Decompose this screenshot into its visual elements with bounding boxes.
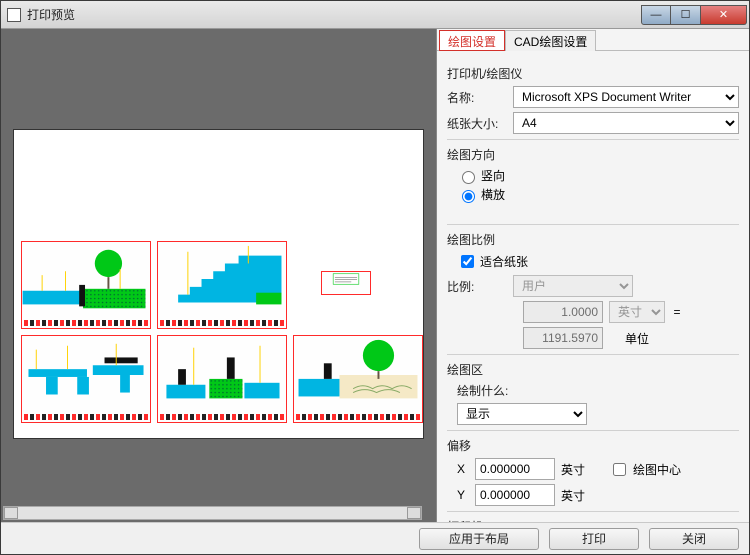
ratio-select[interactable]: 用户	[513, 275, 633, 297]
main-area: 绘图设置 CAD绘图设置 打印机/绘图仪 名称: Microsoft XPS D…	[1, 29, 749, 522]
scroll-left-button[interactable]	[4, 507, 18, 519]
tab-plot-settings[interactable]: 绘图设置	[439, 30, 505, 51]
orientation-landscape-label: 横放	[481, 186, 505, 203]
equals-sign: =	[671, 305, 683, 319]
tab-cad-plot-settings[interactable]: CAD绘图设置	[505, 30, 596, 51]
thumbnail-4	[21, 335, 151, 423]
minimize-button[interactable]: —	[641, 5, 671, 25]
printer-group-title: 打印机/绘图仪	[447, 65, 739, 82]
scroll-right-button[interactable]	[407, 507, 421, 519]
orientation-landscape-radio[interactable]	[462, 190, 475, 203]
close-dialog-button[interactable]: 关闭	[649, 528, 739, 550]
ratio-label: 比例:	[447, 278, 513, 295]
button-bar: 应用于布局 打印 关闭	[1, 522, 749, 554]
scale-value-a-input[interactable]	[523, 301, 603, 323]
paper-size-select[interactable]: A4	[513, 112, 739, 134]
window-controls: — ☐ ✕	[641, 5, 747, 25]
thumbnail-2	[157, 241, 287, 329]
thumbnail-5	[157, 335, 287, 423]
plot-what-select[interactable]: 显示	[457, 403, 587, 425]
plot-center-label: 绘图中心	[633, 461, 681, 478]
thumbnail-3	[321, 271, 371, 295]
paper-size-label: 纸张大小:	[447, 115, 513, 132]
offset-x-input[interactable]	[475, 458, 555, 480]
settings-panel: 打印机/绘图仪 名称: Microsoft XPS Document Write…	[437, 51, 749, 522]
offset-y-label: Y	[457, 488, 475, 502]
app-window: 打印预览 — ☐ ✕	[0, 0, 750, 555]
app-icon	[7, 8, 21, 22]
window-title: 打印预览	[27, 6, 641, 23]
scale-unit-b-label: 单位	[609, 330, 665, 347]
thumbnail-6	[293, 335, 423, 423]
offset-x-unit: 英寸	[561, 461, 591, 478]
close-button[interactable]: ✕	[701, 5, 747, 25]
plot-center-checkbox[interactable]	[613, 463, 626, 476]
print-button[interactable]: 打印	[549, 528, 639, 550]
preview-thumbnails	[21, 241, 423, 423]
plot-area-title: 绘图区	[447, 361, 739, 378]
offset-y-input[interactable]	[475, 484, 555, 506]
printer-name-label: 名称:	[447, 89, 513, 106]
settings-pane: 绘图设置 CAD绘图设置 打印机/绘图仪 名称: Microsoft XPS D…	[437, 29, 749, 522]
printer-name-select[interactable]: Microsoft XPS Document Writer	[513, 86, 739, 108]
fit-to-paper-checkbox[interactable]	[461, 255, 474, 268]
offset-title: 偏移	[447, 437, 739, 454]
maximize-button[interactable]: ☐	[671, 5, 701, 25]
apply-to-layout-button[interactable]: 应用于布局	[419, 528, 539, 550]
scale-title: 绘图比例	[447, 231, 739, 248]
orientation-portrait-radio[interactable]	[462, 171, 475, 184]
plot-what-label: 绘制什么:	[457, 382, 508, 399]
preview-pane	[1, 29, 437, 522]
scale-value-b-input[interactable]	[523, 327, 603, 349]
orientation-portrait-label: 竖向	[481, 167, 505, 184]
offset-x-label: X	[457, 462, 475, 476]
orientation-title: 绘图方向	[447, 146, 739, 163]
horizontal-scrollbar[interactable]	[3, 506, 422, 520]
scale-unit-a-select[interactable]: 英寸	[609, 301, 665, 323]
thumbnail-1	[21, 241, 151, 329]
fit-to-paper-label: 适合纸张	[480, 253, 528, 270]
titlebar[interactable]: 打印预览 — ☐ ✕	[1, 1, 749, 29]
tab-bar: 绘图设置 CAD绘图设置	[437, 29, 749, 51]
offset-y-unit: 英寸	[561, 487, 591, 504]
